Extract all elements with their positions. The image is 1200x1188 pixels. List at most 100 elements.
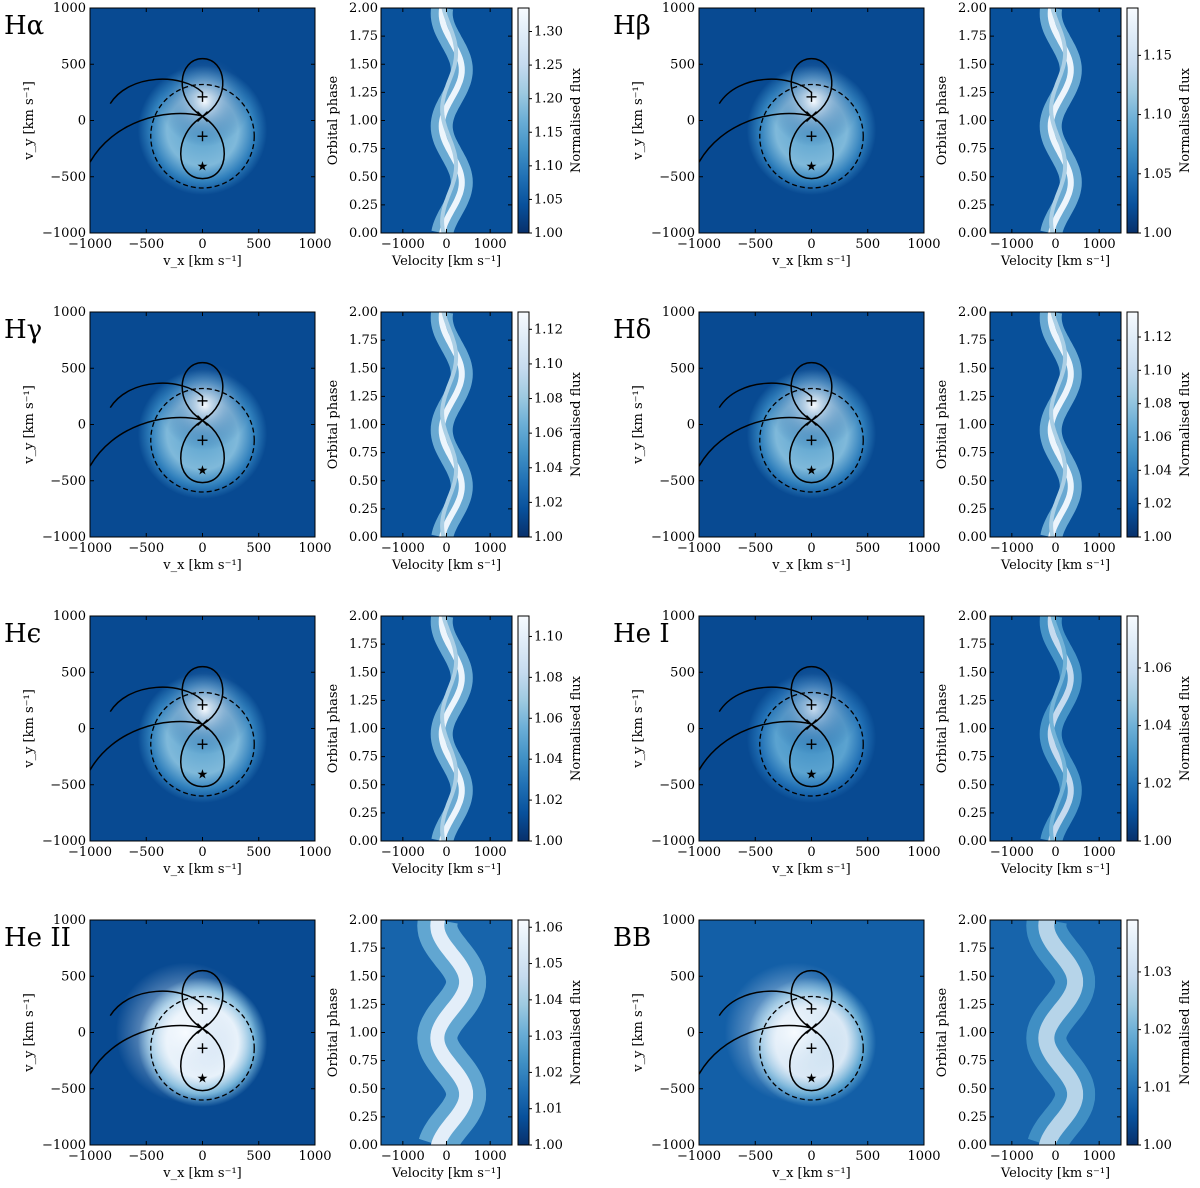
panel-line-name: He I: [613, 619, 670, 649]
disc-circle: [150, 387, 255, 493]
trailed-ylabel: Orbital phase: [326, 987, 341, 1077]
doppler-xtick-label: 500: [855, 237, 880, 252]
trailed-xtick-label: 0: [442, 237, 450, 252]
trailed-ytick-label: 2.00: [958, 1, 987, 16]
doppler-ylabel: v_y [km s⁻¹]: [631, 689, 646, 769]
roche-lobe-secondary: [790, 665, 833, 726]
doppler-xtick-label: −1000: [677, 237, 721, 252]
doppler-ytick-label: −1000: [651, 530, 695, 545]
stream-trajectory-ballistic: [718, 686, 813, 713]
doppler-ytick-label: 0: [78, 418, 86, 433]
doppler-map: ★: [90, 8, 315, 233]
disc-circle: [150, 83, 255, 189]
trailed-xtick-label: 0: [1051, 541, 1059, 556]
colorbar-frame: [1126, 7, 1139, 234]
doppler-ytick-label: −500: [50, 778, 86, 793]
colorbar-tick-label: 1.10: [534, 629, 563, 644]
trailed-ytick-label: 0.25: [349, 1110, 378, 1125]
trailed-spectrum: [381, 616, 512, 841]
trailed-ytick-label: 0.75: [958, 1054, 987, 1069]
trailed-ytick-label: 0.50: [349, 778, 378, 793]
trailed-ytick-label: 0.25: [958, 1110, 987, 1125]
l1-cross-2: [806, 415, 817, 427]
colorbar-tick-label: 1.15: [534, 125, 563, 140]
doppler-xtick-label: 500: [855, 845, 880, 860]
roche-lobe-secondary: [181, 361, 224, 422]
doppler-xtick-label: 1000: [298, 541, 331, 556]
colorbar-tick-label: 1.15: [1143, 48, 1172, 63]
trailed-ytick-label: 0.50: [958, 474, 987, 489]
trailed-xtick-label: 1000: [474, 845, 507, 860]
doppler-ytick-label: 500: [61, 969, 86, 984]
doppler-xtick-label: −500: [128, 541, 164, 556]
trailed-ytick-label: 1.25: [349, 85, 378, 100]
colorbar-tick-label: 1.10: [1143, 363, 1172, 378]
doppler-map: ★: [90, 312, 315, 537]
doppler-xtick-label: −500: [128, 237, 164, 252]
roche-lobe-secondary: [790, 57, 833, 118]
l1-cross-2: [806, 719, 817, 731]
colorbar-gradient: [1127, 8, 1138, 233]
roche-lobe-primary: [789, 1027, 834, 1092]
disc-circle: [150, 691, 255, 797]
trailed-xtick-label: 0: [1051, 1149, 1059, 1164]
disc-circle: [759, 83, 864, 189]
doppler-ytick-label: −500: [50, 1082, 86, 1097]
colorbar-tick-label: 1.02: [534, 793, 563, 808]
stream-trajectory-magnetic: [699, 1024, 812, 1075]
star-marker: ★: [197, 464, 209, 479]
doppler-map: ★: [699, 8, 924, 233]
trailed-ytick-label: 0.25: [349, 806, 378, 821]
doppler-xtick-label: 0: [198, 237, 206, 252]
disc-circle: [759, 387, 864, 493]
doppler-ytick-label: 0: [687, 418, 695, 433]
l1-cross-2: [197, 1023, 208, 1035]
trailed-ytick-label: 0.25: [958, 502, 987, 517]
doppler-ytick-label: 0: [78, 722, 86, 737]
stream-trajectory-magnetic: [90, 416, 203, 467]
doppler-ytick-label: 1000: [53, 609, 86, 624]
trailed-spectrum: [990, 8, 1121, 233]
trailed-ytick-label: 1.75: [958, 637, 987, 652]
trailed-xtick-label: 1000: [474, 541, 507, 556]
trailed-ytick-label: 0.75: [958, 142, 987, 157]
doppler-ytick-label: 0: [687, 114, 695, 129]
colorbar-label: Normalised flux: [569, 675, 584, 781]
doppler-ytick-label: −1000: [42, 530, 86, 545]
colorbar-gradient: [518, 920, 529, 1145]
trailed-xtick-label: −1000: [990, 237, 1034, 252]
trailed-xtick-label: 1000: [1083, 1149, 1116, 1164]
doppler-xtick-label: −500: [128, 1149, 164, 1164]
trailed-ytick-label: 0.00: [958, 530, 987, 545]
colorbar-tick-label: 1.02: [534, 1065, 563, 1080]
trailed-ytick-label: 1.75: [349, 637, 378, 652]
trailed-ylabel: Orbital phase: [935, 987, 950, 1077]
doppler-xtick-label: −500: [128, 845, 164, 860]
trailed-xtick-label: −1000: [381, 237, 425, 252]
stream-trajectory-ballistic: [109, 382, 204, 409]
panel-line-name: He II: [4, 923, 71, 953]
doppler-ytick-label: 500: [61, 57, 86, 72]
colorbar-tick-label: 1.25: [534, 58, 563, 73]
colorbar-tick-label: 1.02: [1143, 1023, 1172, 1038]
doppler-ytick-label: 1000: [53, 913, 86, 928]
trailed-xtick-label: 1000: [1083, 237, 1116, 252]
trailed-xtick-label: 1000: [474, 237, 507, 252]
doppler-xlabel: v_x [km s⁻¹]: [162, 254, 242, 269]
trailed-ytick-label: 1.50: [349, 969, 378, 984]
doppler-xtick-label: 0: [198, 845, 206, 860]
trailed-ylabel: Orbital phase: [935, 683, 950, 773]
l1-cross-2: [197, 111, 208, 123]
doppler-ylabel: v_y [km s⁻¹]: [22, 689, 37, 769]
doppler-ytick-label: 0: [78, 1026, 86, 1041]
trailed-ytick-label: 1.25: [349, 693, 378, 708]
panel-line-name: Hγ: [4, 315, 42, 345]
l1-cross-2: [197, 719, 208, 731]
trailed-spectrum: [381, 312, 512, 537]
panel-group: ★ −1000 −500 0 500 1000 −1000 −500 0 500 1000 v_x […: [613, 1, 1193, 269]
colorbar-label: Normalised flux: [1178, 979, 1193, 1085]
roche-lobe-primary: [180, 115, 225, 180]
trailed-ytick-label: 0.00: [349, 834, 378, 849]
trailed-ytick-label: 0.25: [958, 806, 987, 821]
doppler-xtick-label: 500: [855, 541, 880, 556]
